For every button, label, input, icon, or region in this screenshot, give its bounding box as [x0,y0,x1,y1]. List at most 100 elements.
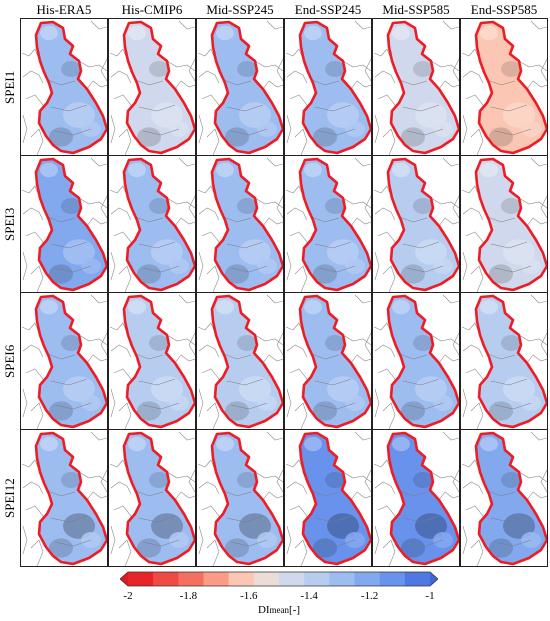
internal-border [484,78,516,86]
value-patch [40,25,58,41]
value-patch [61,61,81,77]
country-border [430,334,459,346]
country-border [470,539,484,566]
map-panel [372,18,460,156]
country-border [374,344,396,358]
value-patch [239,239,271,265]
country-border [462,207,484,221]
country-border [166,471,195,483]
country-border [262,491,283,501]
internal-border [484,489,516,497]
country-border [22,344,44,358]
value-patch [480,162,498,178]
map-svg [373,431,459,566]
value-patch [304,25,322,41]
internal-border [402,241,440,249]
value-patch [325,198,345,214]
country-border [22,207,44,221]
value-patch [401,264,425,284]
country-border [373,459,392,471]
value-patch [237,335,257,351]
value-patch [49,538,73,558]
basin-outline [474,294,547,429]
country-border [285,185,304,197]
value-patch [137,401,161,421]
value-patch [216,299,234,315]
country-border [206,265,220,292]
value-patch [413,472,433,488]
colorbar-segment [153,572,179,586]
map-svg [285,431,371,566]
map-panel [284,429,372,567]
value-patch [413,61,433,77]
basin-outline [474,431,547,566]
value-patch [503,376,535,402]
internal-border [44,215,76,223]
value-patch [503,513,535,539]
internal-border [318,265,356,273]
country-border [166,334,195,346]
country-border [166,197,195,209]
value-patch [216,436,234,452]
country-border [286,481,308,495]
country-border [188,58,195,82]
colorbar-segment [354,572,380,586]
row-title: SPEI12 [2,478,17,518]
value-patch [401,127,425,147]
country-border [22,251,28,281]
country-border [461,322,480,334]
country-border [452,58,459,82]
country-border [100,332,107,356]
country-border [540,332,547,356]
country-border [206,402,220,429]
colorbar-label-sub: mean [269,605,290,615]
map-svg [461,157,547,292]
colorbar-segment [379,572,406,586]
value-patch [40,299,58,315]
value-patch [137,264,161,284]
country-border [382,128,396,155]
country-border [30,128,44,155]
country-border [382,265,396,292]
map-svg [109,294,195,429]
colorbar-tick-label: -1 [425,590,435,602]
basin-outline [34,431,107,566]
value-patch [401,401,425,421]
map-panel [460,292,548,430]
country-border [100,195,107,219]
country-border [285,48,304,60]
map-svg [285,157,371,292]
basin-outline [122,294,195,429]
internal-border [318,539,356,547]
internal-border [220,352,252,360]
country-border [266,157,283,167]
map-panel [108,429,196,567]
country-border [350,80,371,90]
country-border [374,114,380,144]
value-patch [501,198,521,214]
basin-outline [386,157,459,292]
internal-border [226,515,264,523]
country-border [452,469,459,493]
value-patch [128,162,146,178]
country-border [438,80,459,90]
country-border [206,539,220,566]
country-border [197,459,216,471]
country-border [530,20,547,30]
country-border [178,431,195,441]
internal-border [402,378,440,386]
internal-border [490,515,528,523]
value-patch [503,239,535,265]
country-border [22,388,28,418]
internal-border [132,489,164,497]
country-border [342,471,371,483]
country-border [110,525,116,555]
country-border [110,114,116,144]
country-border [118,402,132,429]
value-patch [313,401,337,421]
country-border [262,354,283,364]
country-border [174,491,195,501]
country-border [470,265,484,292]
country-border [178,294,195,304]
internal-border [402,515,440,523]
